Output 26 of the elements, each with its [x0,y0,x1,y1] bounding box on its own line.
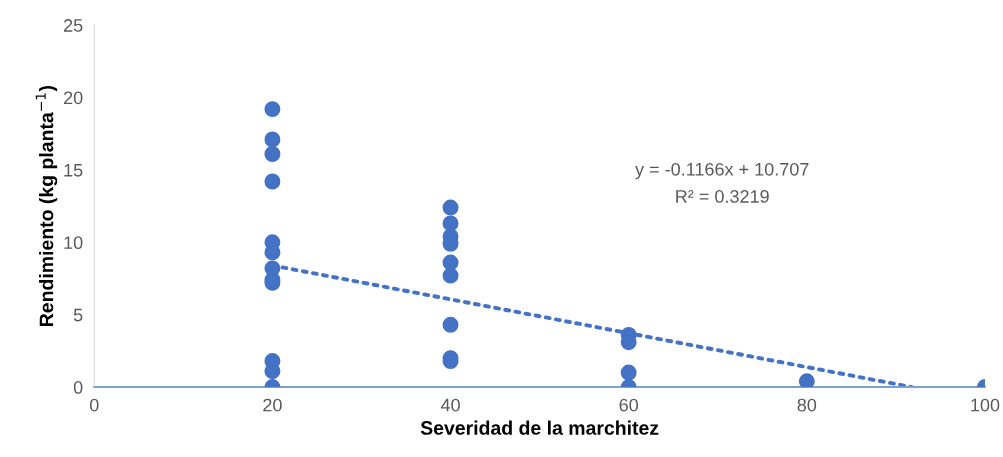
annotation: y = -0.1166x + 10.707 [635,162,809,180]
x-tick-label: 80 [797,398,817,412]
y-tick-label: 25 [64,19,83,32]
point [442,316,459,333]
point [264,146,281,162]
point [442,267,459,284]
x-tick-label: 0 [89,398,99,412]
point [442,199,459,216]
y-tick-label: 20 [64,91,83,105]
y-tick-label: 15 [64,164,83,177]
point [264,131,281,148]
x-tick-label: 20 [263,398,282,412]
annotation: R² = 0.3219 [676,190,769,203]
y-tick-label: 0 [73,381,83,394]
point [620,364,637,381]
x-tick-label: 100 [971,398,1000,412]
y-tick-label: 5 [73,308,83,322]
point [442,215,459,232]
y-axis-title: Rendimiento (kg planta$^{−1}$) [35,85,58,326]
x-tick-label: 60 [619,398,639,412]
point [264,101,281,118]
point [264,173,281,190]
y-tick-label: 10 [64,236,83,250]
point [798,373,815,388]
x-axis-title: Severidad de la marchitez [420,420,659,435]
x-tick-label: 40 [440,398,460,412]
